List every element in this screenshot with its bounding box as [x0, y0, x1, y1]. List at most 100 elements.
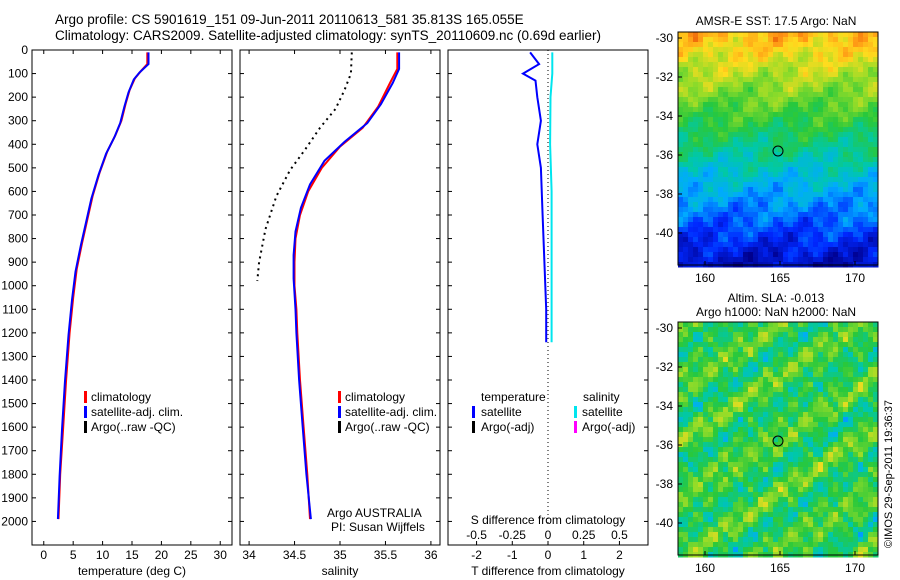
map-cell — [723, 342, 729, 348]
map-cell — [738, 347, 744, 353]
map-cell — [813, 452, 819, 458]
map-cell — [773, 232, 779, 238]
map-cell — [868, 92, 874, 98]
map-cell — [848, 197, 854, 203]
map-cell — [728, 72, 734, 78]
map-cell — [868, 117, 874, 123]
map-cell — [703, 507, 709, 513]
map-cell — [803, 452, 809, 458]
map-cell — [748, 542, 754, 548]
map-cell — [813, 537, 819, 543]
map-cell — [833, 97, 839, 103]
map-cell — [838, 352, 844, 358]
map-cell — [808, 467, 814, 473]
x-tick-label: 0 — [545, 548, 552, 562]
map-cell — [728, 137, 734, 143]
map-cell — [688, 147, 694, 153]
map-cell — [808, 252, 814, 258]
map-cell — [683, 447, 689, 453]
map-cell — [768, 227, 774, 233]
map-cell — [798, 227, 804, 233]
map-cell — [828, 347, 834, 353]
map-cell — [863, 547, 869, 553]
map-cell — [688, 117, 694, 123]
map-cell — [718, 127, 724, 133]
map-cell — [688, 72, 694, 78]
map-cell — [683, 87, 689, 93]
map-cell — [868, 412, 874, 418]
map-cell — [763, 397, 769, 403]
map-cell — [818, 162, 824, 168]
map-cell — [868, 372, 874, 378]
map-cell — [743, 117, 749, 123]
map-cell — [758, 97, 764, 103]
map-cell — [838, 192, 844, 198]
map-cell — [868, 62, 874, 68]
map-cell — [838, 432, 844, 438]
map-cell — [773, 87, 779, 93]
map-cell — [758, 42, 764, 48]
map-cell — [808, 107, 814, 113]
depth-tick-label: 100 — [8, 67, 28, 81]
map-cell — [828, 332, 834, 338]
map-cell — [843, 207, 849, 213]
map-cell — [753, 202, 759, 208]
map-cell — [678, 202, 684, 208]
map-cell — [798, 127, 804, 133]
map-cell — [808, 452, 814, 458]
map-cell — [788, 77, 794, 83]
map-cell — [778, 332, 784, 338]
map-cell — [848, 52, 854, 58]
depth-tick-label: 1800 — [1, 467, 28, 481]
map-cell — [833, 242, 839, 248]
map-cell — [833, 87, 839, 93]
map-cell — [863, 492, 869, 498]
map-cell — [783, 452, 789, 458]
map-cell — [833, 402, 839, 408]
map-cell — [708, 187, 714, 193]
map-cell — [873, 237, 879, 243]
map-cell — [858, 367, 864, 373]
map-cell — [688, 507, 694, 513]
map-cell — [678, 227, 684, 233]
map-cell — [838, 367, 844, 373]
map-cell — [683, 362, 689, 368]
map-cell — [808, 387, 814, 393]
map-cell — [703, 482, 709, 488]
map-cell — [708, 62, 714, 68]
map-cell — [748, 237, 754, 243]
map-cell — [798, 122, 804, 128]
map-cell — [808, 47, 814, 53]
map-cell — [753, 122, 759, 128]
map-cell — [823, 257, 829, 263]
map-cell — [763, 52, 769, 58]
map-cell — [828, 212, 834, 218]
map-cell — [723, 537, 729, 543]
map-cell — [743, 447, 749, 453]
map-cell — [778, 102, 784, 108]
map-cell — [728, 397, 734, 403]
map-cell — [858, 207, 864, 213]
map-cell — [758, 182, 764, 188]
map-cell — [863, 512, 869, 518]
map-cell — [843, 62, 849, 68]
map-cell — [793, 72, 799, 78]
map-cell — [858, 372, 864, 378]
map-cell — [728, 342, 734, 348]
map-cell — [753, 337, 759, 343]
map-cell — [693, 467, 699, 473]
map-cell — [753, 107, 759, 113]
map-cell — [788, 57, 794, 63]
map-cell — [678, 52, 684, 58]
map-cell — [748, 122, 754, 128]
map-cell — [728, 367, 734, 373]
map-cell — [718, 132, 724, 138]
map-cell — [708, 337, 714, 343]
map-cell — [788, 372, 794, 378]
map-cell — [698, 427, 704, 433]
map-cell — [718, 402, 724, 408]
map-cell — [798, 332, 804, 338]
map-cell — [703, 252, 709, 258]
map-cell — [783, 457, 789, 463]
map-cell — [793, 137, 799, 143]
